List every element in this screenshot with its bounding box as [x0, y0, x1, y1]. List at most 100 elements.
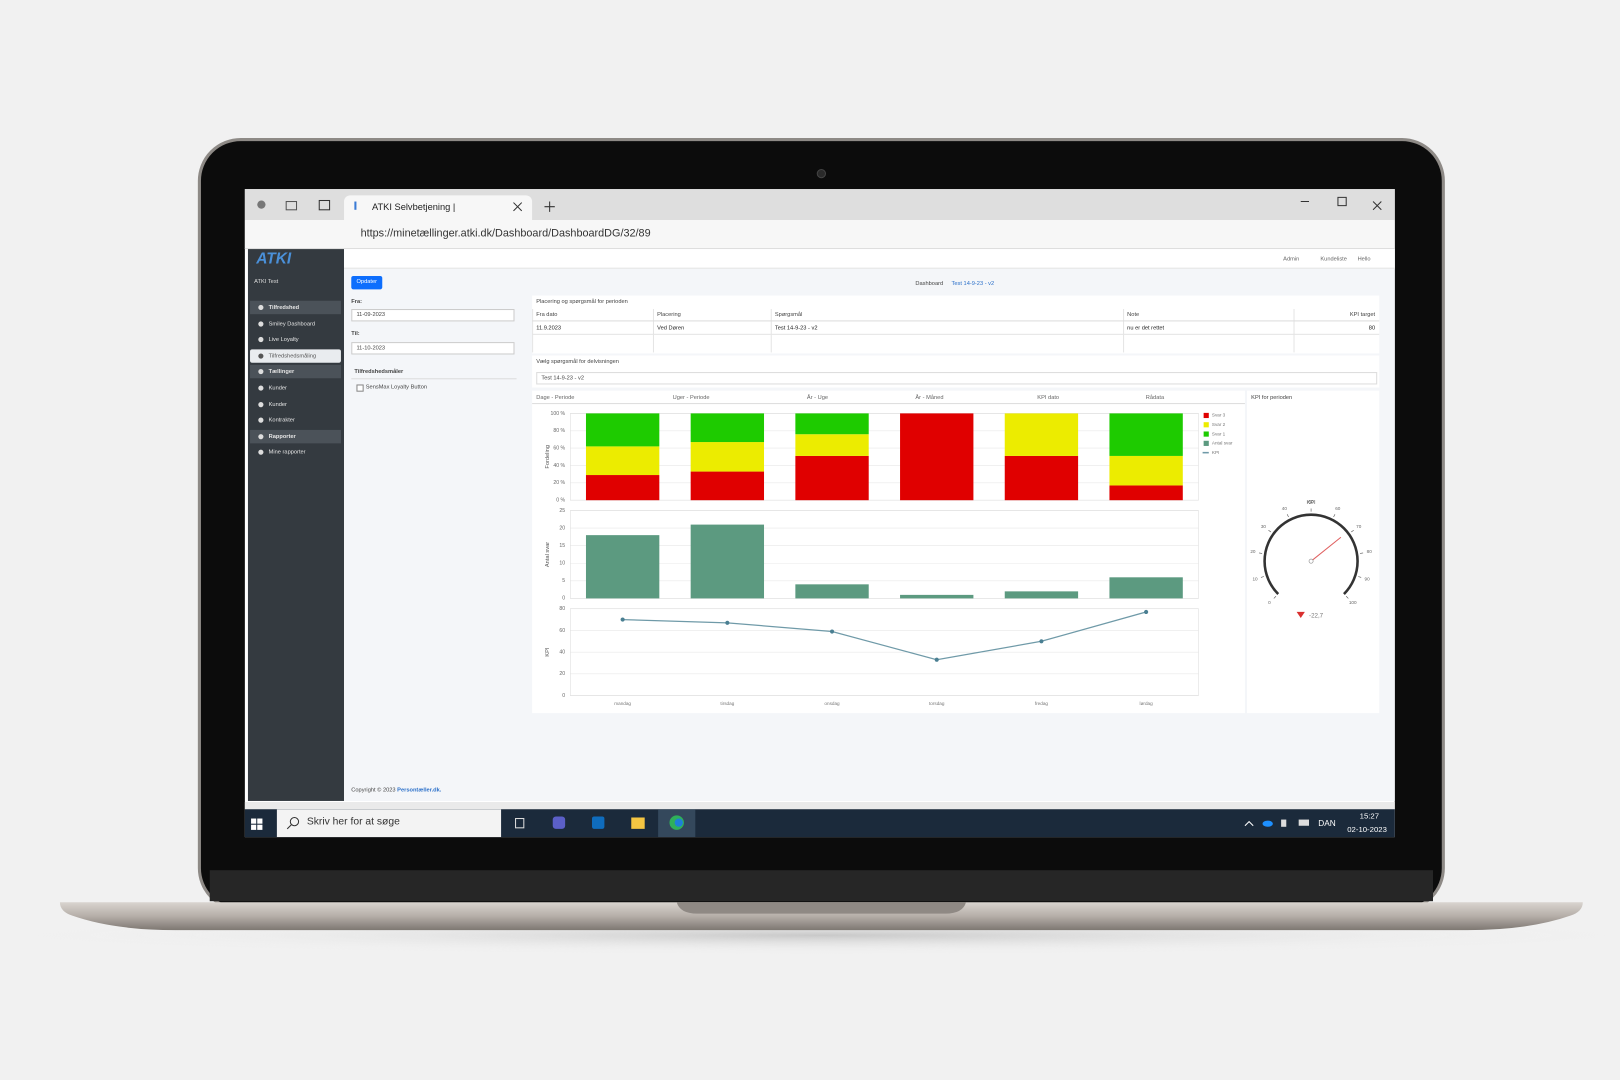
topbar-link[interactable]: Kundeliste — [1320, 256, 1347, 263]
question-select[interactable]: Test 14-9-23 - v2 — [536, 372, 1378, 385]
y-tick-label: 60 % — [553, 445, 565, 451]
footer: Copyright © 2023 Persontæller.dk. — [351, 788, 441, 794]
y-tick-label: 40 % — [553, 463, 565, 469]
tab[interactable]: År - Uge — [806, 394, 829, 401]
stacked-bar-segment — [795, 413, 869, 435]
stacked-bar-segment — [1004, 455, 1079, 501]
line-point — [829, 629, 835, 634]
sidebar-item[interactable]: Kontrakter — [268, 417, 295, 424]
bar — [900, 594, 974, 599]
legend-label: Svar 1 — [1212, 431, 1226, 436]
tab[interactable]: Rådata — [1145, 394, 1165, 401]
sidebar-item[interactable]: Kunder — [268, 401, 287, 408]
y-tick-label: 60 — [559, 628, 565, 634]
stacked-bar-segment — [690, 413, 765, 443]
legend-swatch — [1203, 422, 1209, 428]
sidebar-icon — [258, 417, 264, 423]
copyright: Copyright © 2023 — [351, 787, 398, 794]
sidebar-icon — [258, 304, 264, 311]
sidebar-item[interactable]: Kunder — [268, 385, 287, 392]
footer-link[interactable]: Persontæller.dk. — [397, 787, 442, 794]
plot-frame — [569, 510, 1199, 599]
tab[interactable]: År - Måned — [915, 394, 944, 401]
question-panel — [532, 355, 1380, 388]
bar — [690, 524, 765, 599]
breadcrumb-root[interactable]: Dashboard — [915, 281, 944, 288]
gauge-tick — [1260, 576, 1265, 578]
y-axis-title: KPI — [545, 647, 551, 657]
y-tick-label: 15 — [559, 543, 565, 549]
gauge-tick-label: 0 — [1268, 600, 1271, 605]
sidebar-item[interactable]: Smiley Dashboard — [268, 320, 316, 328]
tab[interactable]: Dage - Periode — [536, 394, 575, 401]
url[interactable]: https://minetællinger.atki.dk/Dashboard/… — [360, 227, 651, 240]
stacked-bar-segment — [1109, 413, 1183, 456]
tab[interactable]: Uger - Periode — [672, 394, 710, 401]
sidebar-icon — [258, 320, 264, 327]
sidebar-icon — [258, 337, 264, 343]
table-header: Placering — [657, 312, 681, 319]
column-rule — [770, 309, 772, 353]
column-rule — [652, 309, 654, 353]
filter-option[interactable]: SensMax Loyalty Button — [365, 384, 428, 391]
y-tick-label: 5 — [562, 578, 565, 584]
browser-tab[interactable] — [344, 195, 533, 221]
topbar-link[interactable]: Admin — [1283, 256, 1300, 263]
gauge-tick-label: 90 — [1365, 577, 1371, 582]
taskbar-date[interactable]: 02-10-2023 — [1347, 824, 1387, 835]
sidebar-item[interactable]: Tilfredshed — [268, 304, 300, 312]
stacked-bar-segment — [690, 442, 765, 472]
tab-title: ATKI Selvbetjening | — [371, 201, 456, 212]
y-tick-label: 0 — [562, 596, 565, 602]
laptop-base — [59, 902, 1583, 931]
line-point — [1039, 639, 1044, 644]
update-button[interactable]: Opdater — [351, 275, 383, 290]
y-tick-label: 25 — [559, 508, 565, 514]
sidebar-item[interactable]: Live Loyalty — [268, 337, 299, 344]
gauge-tick-label: 10 — [1252, 577, 1258, 582]
x-tick-label: torsdag — [929, 701, 945, 706]
from-input[interactable]: 11-09-2023 — [351, 309, 515, 322]
gauge-tick — [1268, 529, 1272, 533]
sidebar-item[interactable]: Rapporter — [268, 433, 296, 441]
legend-swatch — [1203, 440, 1209, 446]
sidebar-active-bg — [250, 349, 341, 363]
gauge-arc — [1263, 513, 1359, 595]
line-point — [1144, 609, 1149, 615]
x-tick-label: tirsdag — [720, 701, 734, 706]
filter-group[interactable]: Tilfredshedsmåler — [354, 368, 404, 376]
y-axis-title: Antal svar — [545, 542, 551, 567]
gauge-tick-label: 50 — [1309, 499, 1315, 504]
topbar-link[interactable]: Hello — [1357, 256, 1371, 263]
sidebar-item[interactable]: Mine rapporter — [268, 449, 306, 457]
table-panel — [532, 295, 1380, 354]
taskbar-time[interactable]: 15:27 — [1359, 811, 1380, 821]
x-tick-label: fredag — [1035, 701, 1049, 706]
stacked-bar-segment — [1109, 485, 1183, 501]
logo[interactable]: ATKI — [256, 250, 292, 268]
taskbar-search[interactable]: Skriv her for at søge — [306, 816, 400, 828]
sidebar-item[interactable]: Tællinger — [268, 369, 295, 376]
sidebar-item[interactable]: Tilfredshedsmåling — [268, 353, 317, 360]
y-tick-label: 80 — [559, 606, 565, 612]
to-input[interactable]: 11-10-2023 — [351, 342, 515, 355]
tab[interactable]: KPI dato — [1037, 394, 1060, 401]
legend-label: KPI — [1212, 450, 1219, 455]
bar — [795, 584, 869, 599]
table-cell: nu er det rettet — [1127, 325, 1165, 332]
checkbox[interactable] — [356, 384, 364, 392]
sidebar-icon — [258, 433, 264, 440]
y-tick-label: 80 % — [553, 428, 565, 434]
y-tick-label: 100 % — [551, 411, 566, 417]
table-header: Spørgsmål — [774, 312, 803, 319]
bar — [1109, 577, 1183, 599]
gauge-tick — [1358, 576, 1362, 578]
taskbar-lang[interactable]: DAN — [1318, 818, 1336, 828]
sidebar-icon — [258, 369, 264, 375]
stacked-bar-segment — [585, 413, 660, 447]
y-tick-label: 0 — [562, 693, 565, 699]
column-rule — [532, 309, 534, 353]
stacked-bar-segment — [900, 413, 974, 501]
